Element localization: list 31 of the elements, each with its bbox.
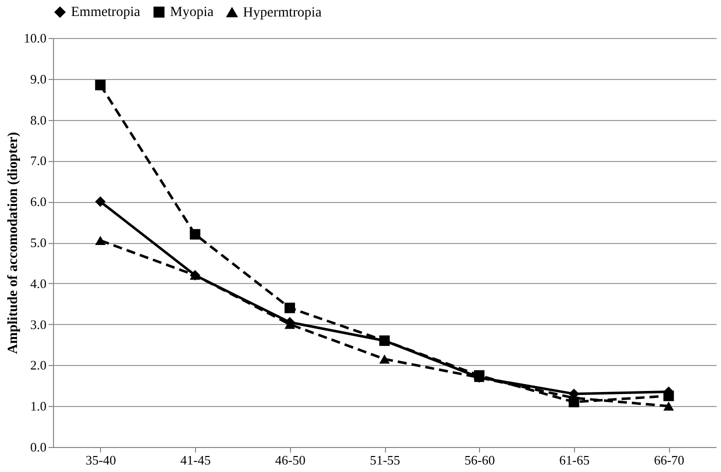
x-tick-label: 56-60 (464, 452, 495, 468)
y-axis-title: Amplitude of accomodation (diopter) (6, 132, 21, 354)
point (379, 335, 390, 346)
x-tick-label: 66-70 (654, 452, 684, 468)
x-tick-label: 51-55 (370, 452, 400, 468)
legend-label: Hypermtropia (243, 5, 322, 20)
x-tick-label: 35-40 (86, 452, 116, 468)
point (663, 390, 674, 402)
point (284, 302, 296, 314)
y-tick-label: 3.0 (30, 316, 46, 332)
y-tick-label: 0.0 (30, 440, 46, 454)
y-tick-label: 5.0 (30, 235, 46, 250)
legend-label: Myopia (170, 5, 214, 20)
y-tick-label: 7.0 (30, 153, 46, 168)
y-tick-label: 6.0 (30, 194, 46, 210)
point (190, 229, 200, 240)
point (379, 354, 390, 364)
y-tick-label: 9.0 (30, 71, 46, 86)
y-tick-label: 4.0 (30, 276, 46, 291)
point (95, 80, 106, 90)
y-tick-label: 1.0 (30, 398, 46, 414)
point (95, 196, 106, 207)
x-tick-label: 46-50 (275, 452, 306, 468)
legend-label: Emmetropia (71, 5, 141, 20)
point (95, 236, 106, 245)
y-tick-label: 8.0 (30, 112, 46, 128)
point (663, 402, 674, 411)
y-tick-label: 10.0 (24, 30, 46, 46)
y-tick-label: 2.0 (30, 358, 46, 373)
x-tick-label: 61-65 (559, 452, 590, 468)
x-tick-label: 41-45 (180, 452, 211, 468)
